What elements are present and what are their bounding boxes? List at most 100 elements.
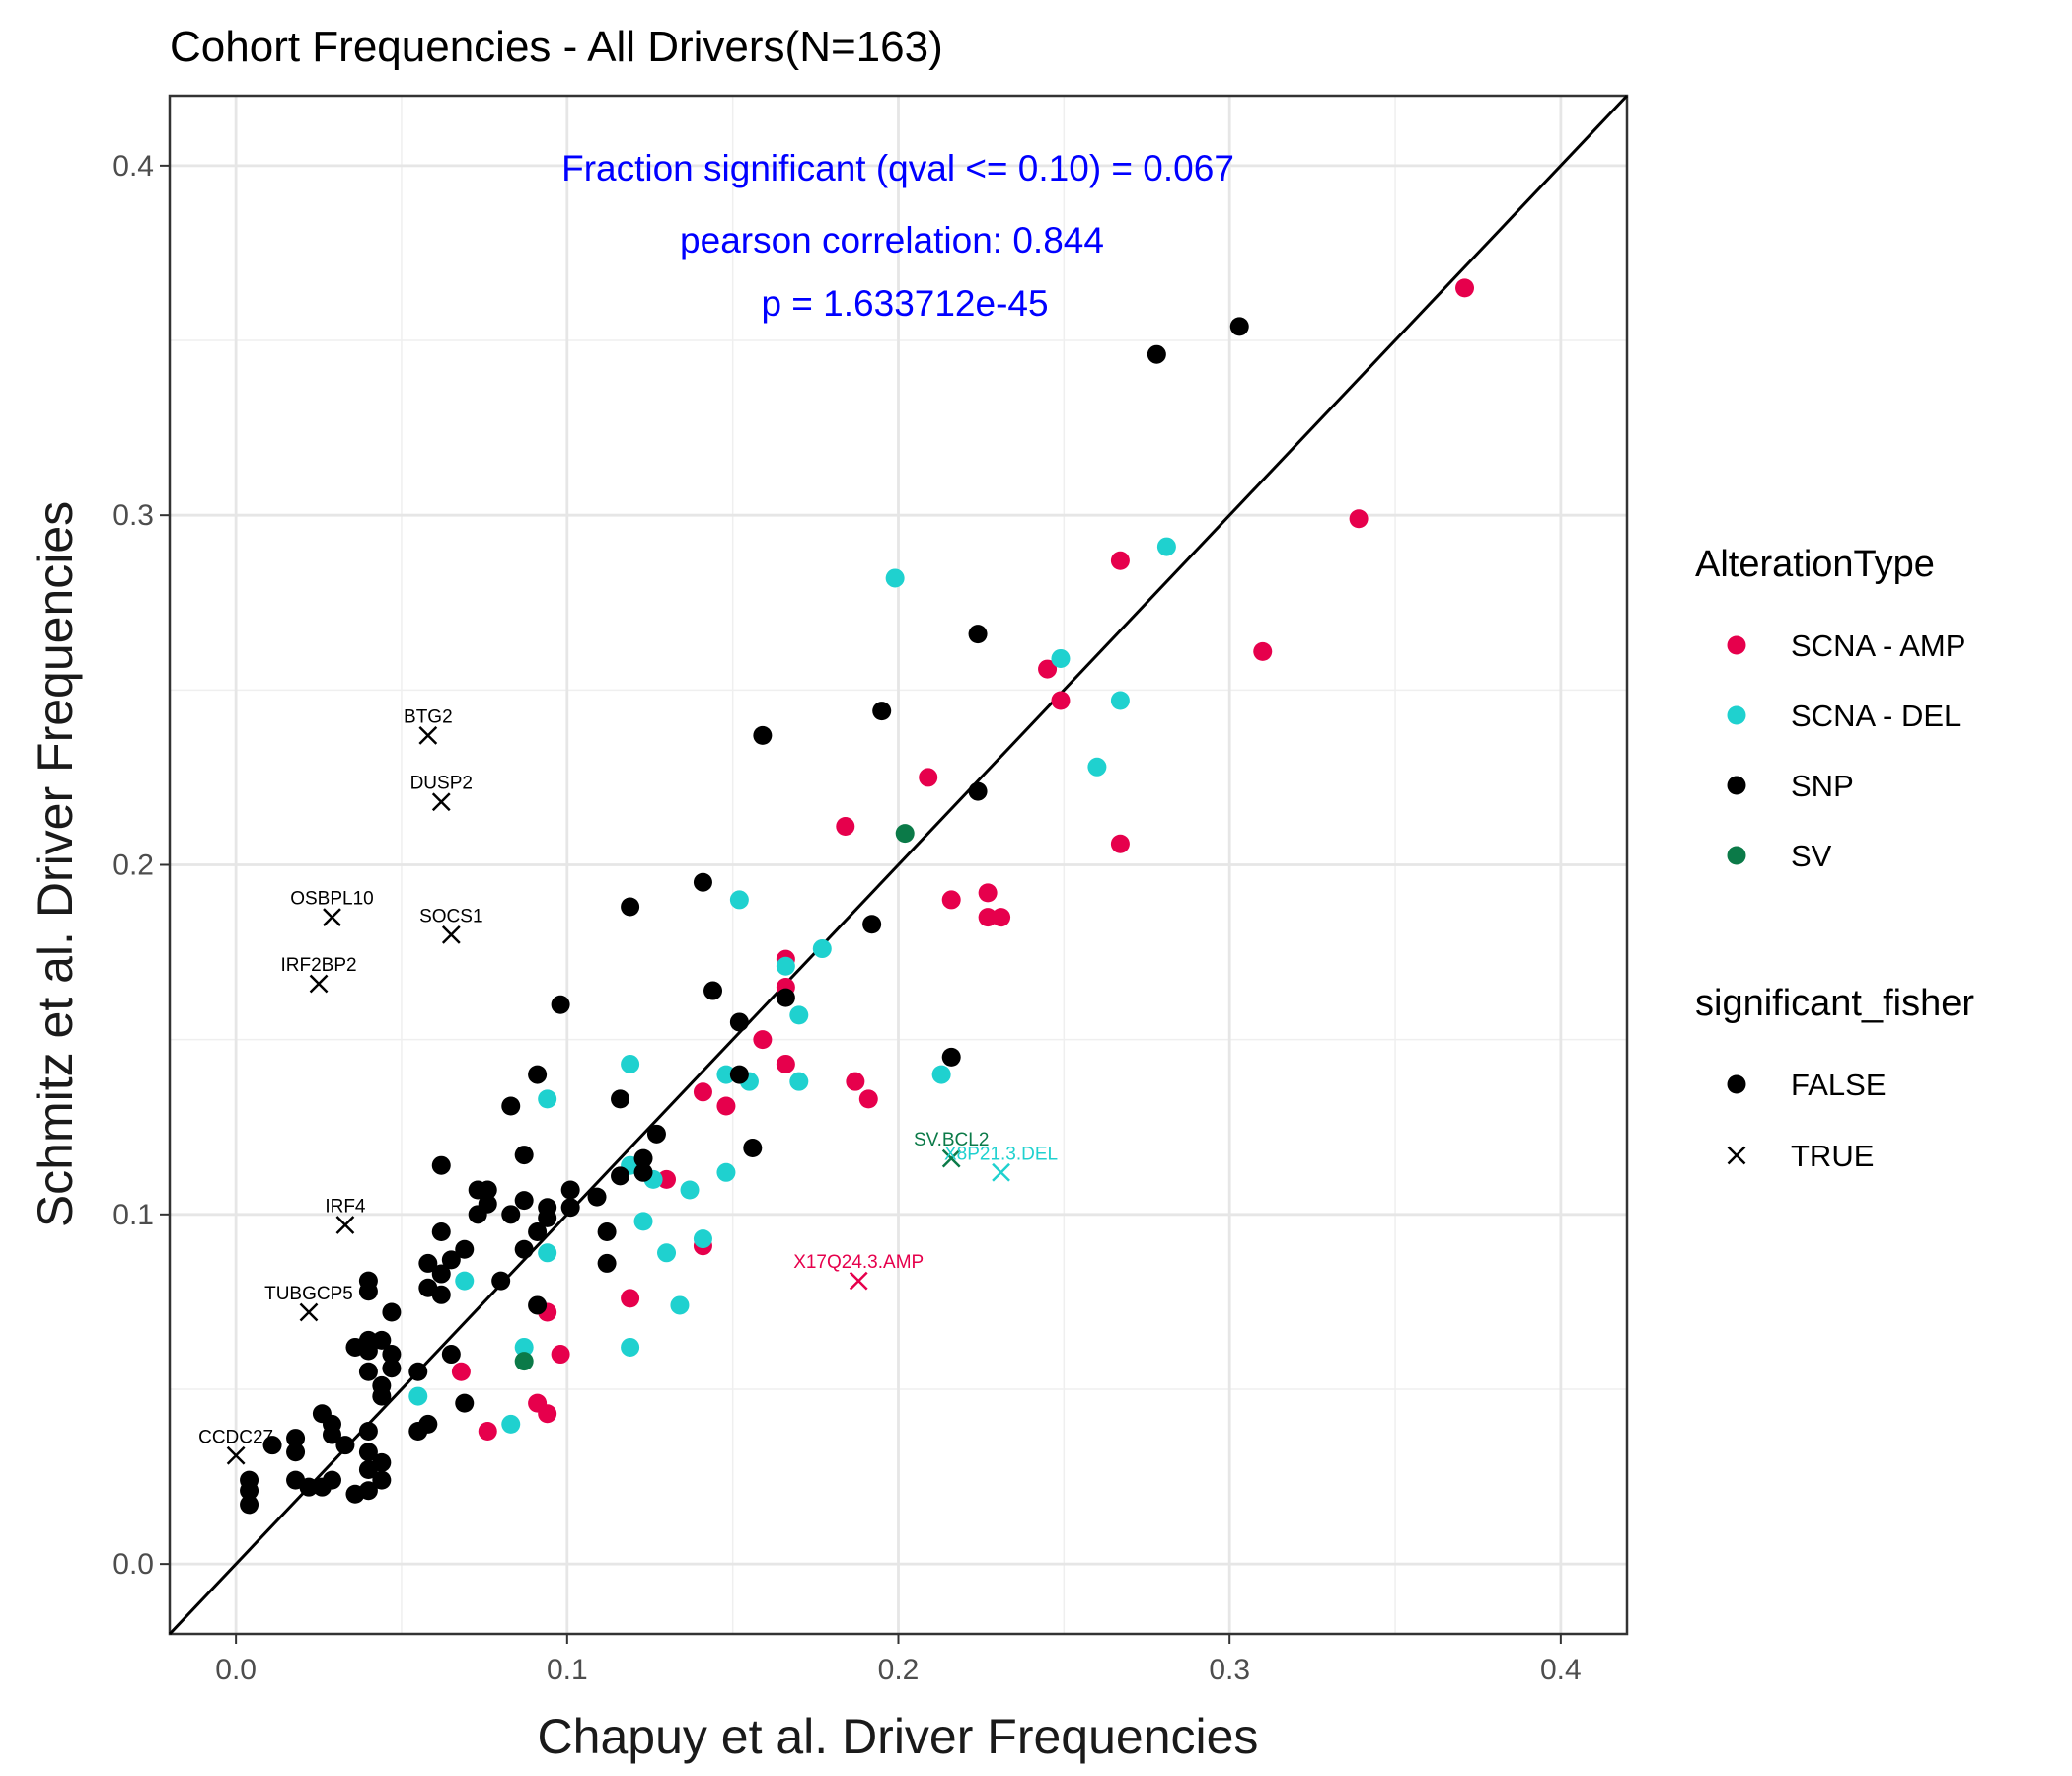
data-point [895,824,915,844]
legend-color-label: SCNA - DEL [1791,699,1961,733]
data-point [358,1443,378,1462]
data-point [941,890,961,910]
data-point [1455,278,1475,298]
data-point [703,981,723,1000]
legend-color-key [1727,705,1746,725]
data-point [538,1404,557,1424]
x-tick-label: 0.1 [547,1654,588,1686]
data-point [1349,509,1369,529]
data-point [858,1089,878,1109]
data-point [776,1054,795,1073]
data-point [560,1180,580,1200]
data-point [372,1386,392,1406]
data-point [382,1345,402,1365]
data-point [335,1436,355,1455]
annotation-pvalue: p = 1.633712e-45 [761,283,1048,324]
significant-points: BTG2 DUSP2 OSBPL10 SOCS1 IRF2BP2 IRF4 TUBGCP5 C… [198,706,1058,1465]
data-point [286,1443,306,1462]
significant-point-label: X17Q24.3.AMP [793,1252,924,1273]
legend-shape-label: FALSE [1791,1068,1887,1102]
plot-panel-border [168,94,1629,1636]
data-point [358,1481,378,1501]
data-point [501,1096,521,1116]
data-point [611,1089,630,1109]
data-point [286,1429,306,1448]
data-point [862,915,882,934]
y-axis-title: Schmitz et al. Driver Frequencies [28,501,83,1227]
data-point [776,988,795,1007]
data-point [1087,757,1107,777]
data-point [633,1162,653,1182]
series-scna-amp [451,278,1475,1441]
data-point [680,1180,700,1200]
data-point [1147,344,1166,364]
data-point [431,1285,451,1304]
x-tick-label: 0.2 [878,1654,920,1686]
annotation-pearson: pearson correlation: 0.844 [680,220,1104,260]
significant-point-marker [299,1302,319,1322]
data-point [716,1065,736,1084]
data-point [657,1243,677,1263]
data-point [538,1243,557,1263]
data-point [551,1345,570,1365]
data-point [633,1148,653,1168]
significant-point-label: TUBGCP5 [264,1284,353,1304]
data-point [1038,659,1058,679]
significant-point-marker [309,974,329,994]
legend-shape-label: TRUE [1791,1139,1874,1173]
legend-color-key [1727,776,1746,795]
data-point [514,1191,534,1211]
data-point [560,1198,580,1218]
data-point [885,568,905,588]
data-point [408,1362,428,1381]
data-point [968,625,988,644]
x-axis-title: Chapuy et al. Driver Frequencies [538,1709,1259,1764]
data-point [382,1302,402,1322]
x-tick-label: 0.4 [1540,1654,1582,1686]
data-point [992,908,1011,927]
data-point [514,1337,534,1357]
data-point [693,1082,712,1102]
data-point [597,1222,617,1242]
data-point [431,1155,451,1175]
data-point [968,781,988,801]
data-point [538,1208,557,1227]
data-point [716,1162,736,1182]
data-point [455,1393,475,1413]
x-tick-label: 0.3 [1209,1654,1250,1686]
data-point [322,1425,341,1444]
data-point [358,1282,378,1301]
annotation-fraction: Fraction significant (qval <= 0.10) = 0.… [561,148,1234,188]
data-point [611,1166,630,1186]
data-point [322,1470,341,1490]
data-point [501,1205,521,1224]
data-point [836,817,855,837]
data-point [299,1477,319,1497]
data-point [528,1065,548,1084]
y-tick-label: 0.4 [112,150,154,183]
data-point [262,1436,282,1455]
significant-point-label: IRF4 [325,1196,366,1217]
significant-point-label: SV.BCL2 [914,1130,989,1150]
chart-title: Cohort Frequencies - All Drivers(N=163) [170,23,943,71]
data-point [514,1239,534,1259]
data-point [358,1459,378,1479]
significant-point-marker [441,925,461,944]
series-scna-del [408,537,1176,1434]
data-point [753,1030,773,1050]
data-point [514,1352,534,1371]
data-point [597,1253,617,1273]
data-point [587,1187,607,1207]
legend-color-label: SCNA - AMP [1791,629,1965,663]
data-point [240,1495,259,1515]
series-sv [514,824,915,1371]
significant-point-label: SOCS1 [419,906,482,926]
data-point [514,1146,534,1165]
data-point [872,702,892,721]
data-point [431,1222,451,1242]
data-point [919,768,938,787]
significant-point-label: X8P21.3.DEL [944,1144,1058,1164]
data-point [729,890,749,910]
data-point [468,1205,487,1224]
